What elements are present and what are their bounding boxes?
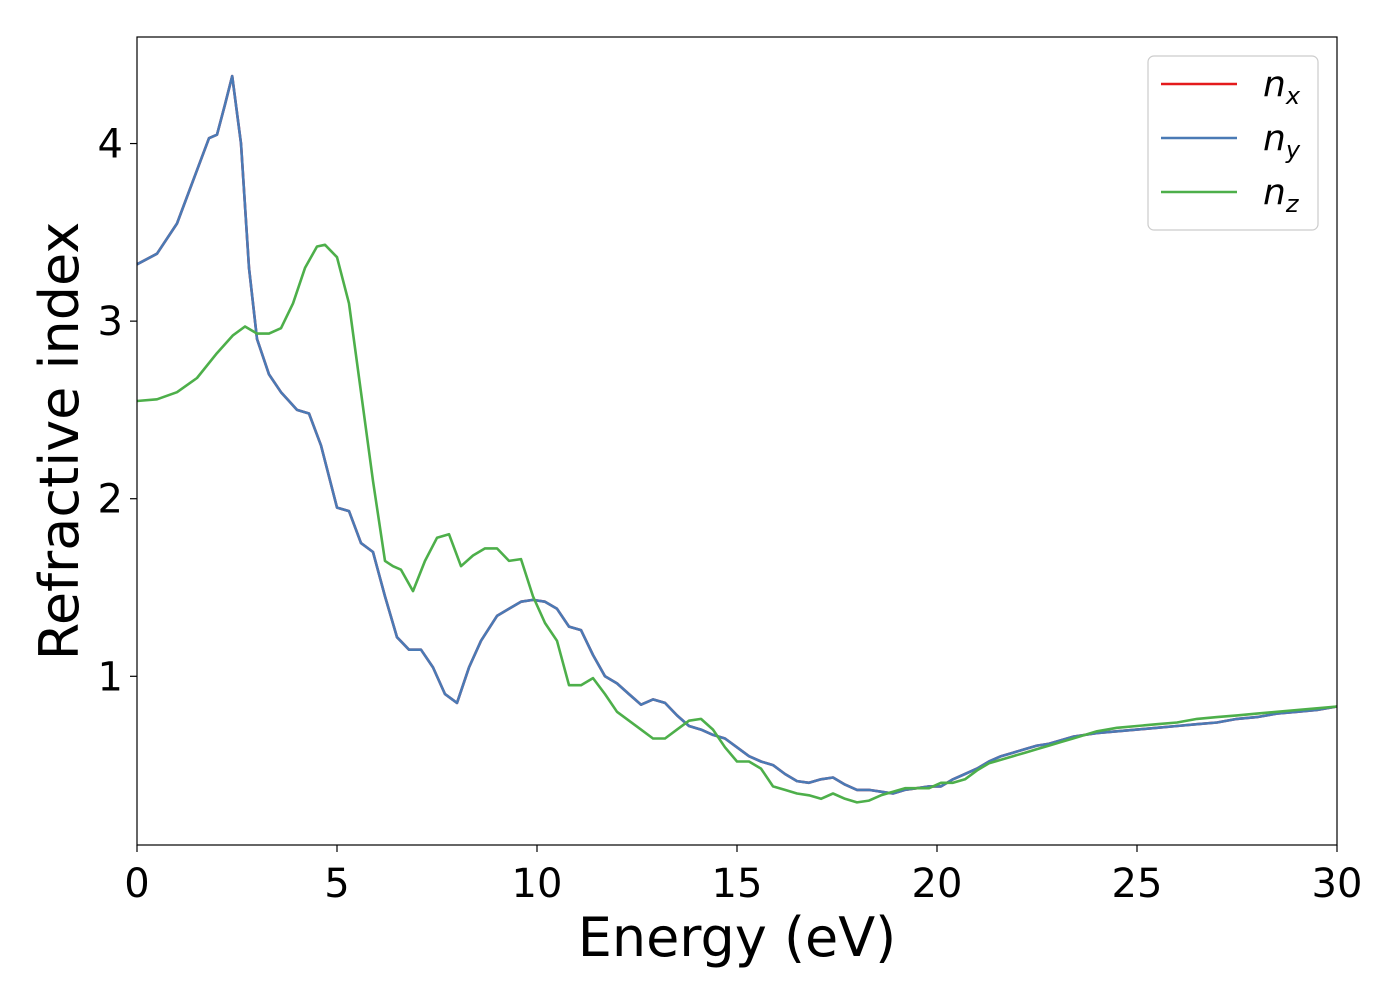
legend-box <box>1147 55 1319 231</box>
y-axis: 1 2 3 4 <box>98 122 137 700</box>
legend-label-subscript: y <box>1285 136 1301 164</box>
y-tick-label: 3 <box>98 299 123 345</box>
x-tick-label: 20 <box>912 861 963 907</box>
x-tick-label: 5 <box>324 861 349 907</box>
legend-label-z: nz <box>1263 172 1300 218</box>
y-tick-label: 2 <box>98 477 123 523</box>
y-axis-title: Refractive index <box>28 222 91 661</box>
legend-label-base: n <box>1263 118 1286 159</box>
legend-label-base: n <box>1263 64 1286 105</box>
series-line-z <box>136 243 1338 804</box>
series-line-y <box>136 74 1338 795</box>
x-axis: 0 5 10 15 20 25 30 <box>124 845 1362 907</box>
y-tick-label: 4 <box>98 122 123 168</box>
legend-label-base: n <box>1263 172 1286 213</box>
legend-label-y: ny <box>1263 118 1301 164</box>
x-tick-label: 10 <box>512 861 563 907</box>
x-tick-label: 30 <box>1312 861 1363 907</box>
series-layer <box>136 74 1338 804</box>
x-tick-label: 0 <box>124 861 149 907</box>
x-axis-title: Energy (eV) <box>578 906 897 969</box>
legend-label-subscript: x <box>1285 82 1301 110</box>
legend-label-x: nx <box>1263 64 1301 110</box>
x-tick-label: 15 <box>712 861 763 907</box>
y-tick-label: 1 <box>98 654 123 700</box>
legend-label-subscript: z <box>1285 190 1300 218</box>
x-tick-label: 25 <box>1112 861 1163 907</box>
